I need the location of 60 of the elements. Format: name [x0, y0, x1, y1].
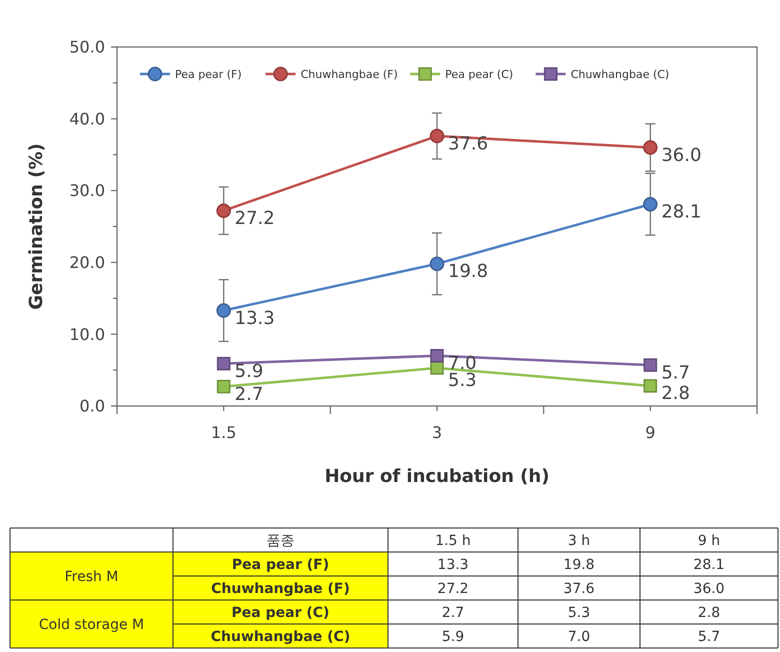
data-label: 36.0: [661, 144, 702, 166]
data-label: 13.3: [234, 308, 275, 329]
text: 5.3: [568, 604, 590, 621]
y-tick-label: 40.0: [69, 109, 105, 128]
legend-label: Chuwhangbae (C): [570, 68, 670, 81]
point: [430, 348, 444, 362]
point: [644, 379, 658, 393]
data-label: 5.9: [234, 360, 264, 382]
y-tick-label: 30.0: [69, 181, 105, 200]
y-tick-label: 0.0: [80, 396, 105, 416]
y-tick-label: 50.0: [69, 38, 105, 57]
point: [644, 358, 658, 372]
legend-label: Chuwhangbae (F): [300, 68, 398, 81]
text: Pea pear (F): [232, 556, 330, 573]
y-axis-title: Germination (%): [26, 143, 47, 310]
text: 품종: [266, 532, 294, 549]
x-tick-label: 1.5: [210, 423, 236, 442]
text: 19.8: [563, 556, 595, 573]
legend-label: Pea pear (F): [175, 68, 242, 81]
text: Pea pear (C): [232, 604, 330, 621]
data-label: 2.8: [661, 383, 690, 404]
point: [216, 380, 230, 394]
text: 27.2: [437, 580, 469, 597]
y-tick-label: 20.0: [69, 253, 105, 272]
point: [216, 203, 231, 218]
text: Chuwhangbae (F): [211, 580, 350, 597]
text: Cold storage M: [38, 616, 144, 633]
data-label: 5.3: [448, 370, 477, 392]
data-label: 27.2: [234, 208, 275, 230]
text: 9 h: [698, 532, 720, 549]
text: 37.6: [563, 580, 595, 597]
point: [430, 256, 444, 272]
text: 13.3: [437, 556, 469, 573]
point: [643, 140, 658, 155]
text: 1.5 h: [435, 532, 471, 549]
point: [430, 361, 444, 375]
text: 7.0: [568, 628, 590, 645]
point: [216, 303, 231, 318]
point: [430, 128, 444, 144]
text: 3 h: [568, 532, 590, 549]
text: Chuwhangbae (C): [210, 628, 350, 645]
data-label: 19.8: [448, 261, 488, 282]
text: Fresh M: [64, 568, 118, 585]
x-tick-label: 3: [432, 423, 442, 442]
data-label: 37.6: [448, 133, 488, 154]
y-tick-label: 10.0: [69, 324, 105, 344]
x-tick-label: 9: [645, 423, 656, 442]
text: 2.8: [698, 604, 720, 621]
x-axis-title: Hour of incubation (h): [324, 466, 550, 487]
data-label: 28.1: [661, 202, 702, 223]
text: 28.1: [693, 556, 725, 573]
text: 36.0: [693, 580, 725, 597]
point: [643, 196, 658, 212]
data-label: 2.7: [234, 384, 264, 405]
text: 5.7: [698, 628, 720, 645]
data-label: 5.7: [661, 362, 690, 384]
text: 5.9: [442, 628, 464, 645]
point: [216, 356, 230, 370]
legend-label: Pea pear (C): [445, 68, 514, 81]
text: 2.7: [442, 604, 464, 621]
